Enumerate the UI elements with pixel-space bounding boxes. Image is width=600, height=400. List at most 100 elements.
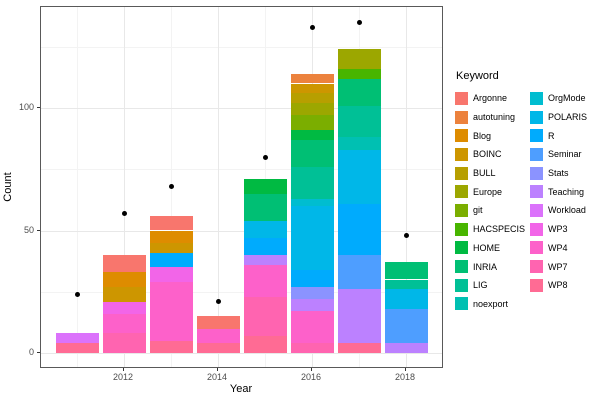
y-tick-label: 100 <box>18 102 34 112</box>
bar-segment-2018-Teaching <box>384 343 428 353</box>
bar-segment-2012-Blog <box>102 272 146 287</box>
legend-item-Europe: Europe <box>455 182 525 201</box>
data-point-2014 <box>215 299 221 305</box>
legend-swatch-HOME <box>455 241 468 255</box>
x-tick-label: 2012 <box>112 372 134 382</box>
bar-segment-2016-Stats <box>290 286 334 300</box>
legend-label-Seminar: Seminar <box>548 149 582 160</box>
gridline-y-minor <box>41 169 442 171</box>
bar-segment-2016-HOME <box>290 130 334 140</box>
gridline-x-minor <box>77 7 78 367</box>
legend-label-INRIA: INRIA <box>473 261 498 272</box>
x-tick-mark <box>123 368 124 371</box>
legend-label-Europe: Europe <box>473 186 503 197</box>
bar-segment-2012-BOINC <box>102 286 146 302</box>
gridline-y-minor <box>41 291 442 293</box>
data-point-2017 <box>356 19 362 25</box>
legend-item-Blog: Blog <box>455 126 525 145</box>
bar-segment-2018-Seminar <box>384 308 428 344</box>
bar-segment-2017-R <box>337 203 381 255</box>
bar-segment-2016-Teaching <box>290 299 334 312</box>
legend-item-WP4: WP4 <box>530 239 587 258</box>
legend-label-OrgMode: OrgMode <box>548 93 586 104</box>
x-tick-label: 2018 <box>394 372 416 382</box>
x-tick-mark <box>405 368 406 371</box>
legend-swatch-OrgMode <box>530 91 544 105</box>
gridline-y-major <box>41 230 442 232</box>
bar-segment-2013-BOINC <box>149 242 193 253</box>
bar-segment-2017-HACSPECIS <box>337 68 381 79</box>
legend-item-BULL: BULL <box>455 164 525 183</box>
legend-swatch-LIG <box>455 278 468 292</box>
legend-label-WP3: WP3 <box>548 224 568 235</box>
bar-segment-2016-R <box>290 269 334 287</box>
legend-item-WP7: WP7 <box>530 257 587 276</box>
legend-swatch-INRIA <box>455 260 468 274</box>
bar-segment-2013-WP4 <box>149 281 193 341</box>
bar-segment-2011-Workload <box>55 333 99 344</box>
legend-label-BULL: BULL <box>473 168 496 179</box>
legend-item-noexport: noexport <box>455 295 525 314</box>
bar-segment-2016-BULL <box>290 93 334 104</box>
legend-item-Stats: Stats <box>530 164 587 183</box>
legend-item-Teaching: Teaching <box>530 182 587 201</box>
legend-item-git: git <box>455 201 525 220</box>
legend-swatch-Europe <box>455 185 468 199</box>
x-tick-mark <box>217 368 218 371</box>
bar-segment-2013-WP3 <box>149 267 193 282</box>
legend-column: Argonne autotuning Blog BOINC BULL Europe git H… <box>455 89 525 313</box>
bar-segment-2016-git <box>290 115 334 131</box>
bar-segment-2016-LIG <box>290 166 334 199</box>
legend-item-INRIA: INRIA <box>455 257 525 276</box>
bar-segment-2013-Argonne <box>149 215 193 231</box>
bar-segment-2016-POLARIS <box>290 206 334 270</box>
legend-swatch-noexport <box>455 297 468 311</box>
legend-label-Workload: Workload <box>548 205 586 216</box>
legend-swatch-R <box>530 129 544 143</box>
data-point-2013 <box>168 183 174 189</box>
x-axis-title: Year <box>229 383 253 395</box>
legend-label-WP8: WP8 <box>548 280 568 291</box>
bar-segment-2012-WP7 <box>102 333 146 353</box>
data-point-2011 <box>74 291 80 297</box>
legend-label-LIG: LIG <box>473 280 488 291</box>
legend-title: Keyword <box>456 70 499 82</box>
bar-segment-2011-WP8 <box>55 343 99 353</box>
data-point-2015 <box>262 154 268 160</box>
bar-segment-2015-WP4 <box>243 264 287 297</box>
bar-segment-2014-WP4 <box>196 328 240 344</box>
bar-segment-2017-Teaching <box>337 289 381 344</box>
legend-column: OrgMode POLARIS R Seminar Stats Teaching Workl… <box>530 89 587 313</box>
bar-segment-2012-WP3 <box>102 301 146 314</box>
bar-segment-2015-R <box>243 237 287 255</box>
legend-item-LIG: LIG <box>455 276 525 295</box>
gridline-y-major <box>41 353 442 354</box>
gridline-x-major <box>124 7 125 367</box>
y-axis-title: Count <box>2 172 14 202</box>
bar-segment-2013-Blog <box>149 230 193 243</box>
bar-segment-2016-OrgMode <box>290 198 334 206</box>
y-tick-label: 50 <box>23 224 34 235</box>
legend: Keyword Argonne autotuning Blog BOINC BULL Eu… <box>455 70 600 313</box>
legend-label-R: R <box>548 130 555 141</box>
y-tick-mark <box>37 352 40 353</box>
bar-segment-2016-WP4 <box>290 311 334 344</box>
bar-segment-2017-LIG <box>337 105 381 138</box>
x-tick-mark <box>311 368 312 371</box>
bar-segment-2015-WP8 <box>243 335 287 353</box>
legend-columns: Argonne autotuning Blog BOINC BULL Europe git H… <box>455 89 600 313</box>
legend-label-BOINC: BOINC <box>473 149 502 160</box>
legend-swatch-Teaching <box>530 185 544 199</box>
legend-swatch-Stats <box>530 166 544 180</box>
legend-swatch-POLARIS <box>530 110 544 124</box>
legend-item-HACSPECIS: HACSPECIS <box>455 220 525 239</box>
bar-segment-2016-BOINC <box>290 83 334 94</box>
bar-segment-2017-WP8 <box>337 343 381 353</box>
legend-label-POLARIS: POLARIS <box>548 112 588 123</box>
bar-segment-2017-INRIA <box>337 78 381 106</box>
legend-item-BOINC: BOINC <box>455 145 525 164</box>
bar-segment-2018-POLARIS <box>384 289 428 309</box>
bar-segment-2015-WP7 <box>243 296 287 336</box>
legend-item-POLARIS: POLARIS <box>530 108 587 127</box>
